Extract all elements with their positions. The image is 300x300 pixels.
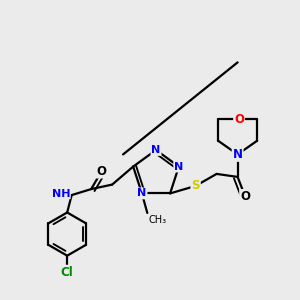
Text: CH₃: CH₃ [149, 215, 167, 225]
Text: N: N [232, 148, 243, 161]
Text: N: N [174, 162, 184, 172]
Text: S: S [191, 179, 200, 192]
Text: N: N [137, 188, 146, 198]
Text: N: N [152, 145, 160, 155]
Text: O: O [240, 190, 250, 203]
Text: NH: NH [52, 189, 70, 199]
Text: O: O [97, 165, 107, 178]
Text: O: O [234, 113, 244, 126]
Text: Cl: Cl [61, 266, 74, 279]
